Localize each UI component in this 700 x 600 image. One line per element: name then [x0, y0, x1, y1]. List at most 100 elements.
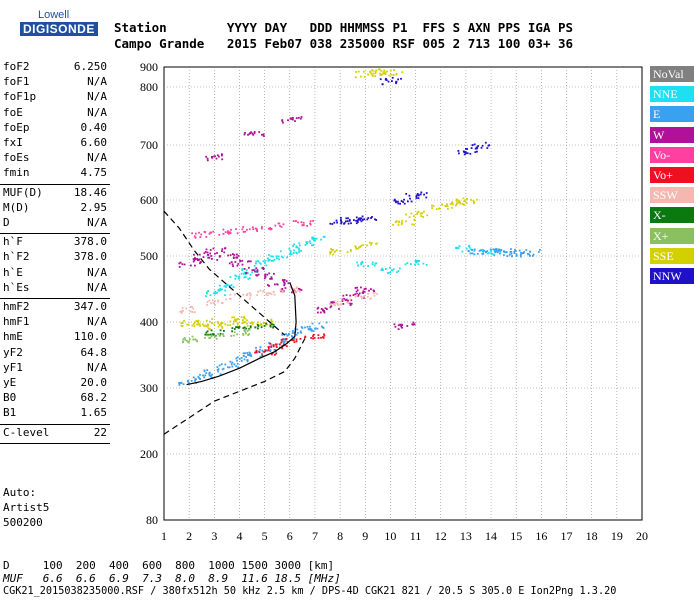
data-point — [510, 248, 512, 250]
data-point — [214, 155, 216, 158]
data-point — [401, 219, 403, 222]
data-point — [213, 336, 216, 339]
param-value: 4.75 — [80, 166, 108, 180]
data-point — [267, 284, 269, 286]
data-point — [273, 272, 275, 275]
data-point — [205, 236, 208, 238]
data-point — [194, 264, 196, 267]
data-point — [229, 254, 232, 256]
data-point — [295, 117, 298, 119]
data-point — [340, 216, 342, 219]
data-point — [300, 331, 302, 334]
data-point — [211, 318, 214, 320]
data-point — [194, 232, 197, 235]
data-point — [192, 307, 195, 310]
param-name: hmF2 — [3, 300, 30, 313]
chart-ticks: 1 2 3 4 5 6 7 8 9 10 11 12 13 14 15 16 17 18 19 20802003004… — [140, 60, 648, 543]
data-point — [381, 83, 384, 86]
data-point — [374, 218, 376, 221]
data-point — [354, 293, 357, 296]
data-point — [244, 132, 246, 134]
data-point — [431, 204, 433, 207]
data-point — [336, 303, 339, 305]
data-point — [334, 302, 337, 305]
data-point — [231, 365, 234, 368]
data-point — [312, 236, 315, 239]
data-point — [389, 69, 392, 72]
data-point — [392, 268, 395, 271]
data-point — [211, 156, 213, 159]
data-point — [320, 238, 322, 241]
data-point — [299, 338, 302, 340]
data-point — [262, 350, 265, 353]
data-point — [282, 256, 284, 259]
data-point — [210, 231, 212, 234]
data-point — [493, 248, 496, 251]
data-point — [515, 255, 518, 257]
data-point — [229, 276, 232, 278]
data-point — [199, 262, 201, 265]
data-point — [229, 360, 232, 363]
data-point — [463, 203, 465, 206]
data-point — [283, 279, 286, 281]
data-point — [199, 373, 201, 376]
data-point — [375, 219, 378, 221]
data-point — [188, 338, 191, 341]
data-point — [248, 133, 251, 135]
data-point — [403, 202, 406, 205]
data-point — [272, 325, 275, 328]
data-point — [297, 221, 299, 224]
data-point — [384, 78, 387, 81]
data-point — [208, 232, 211, 235]
data-point — [291, 335, 294, 338]
data-point — [511, 255, 513, 258]
data-point — [206, 325, 209, 328]
data-point — [484, 141, 487, 144]
data-point — [231, 316, 234, 319]
data-point — [486, 250, 489, 252]
data-point — [248, 292, 251, 294]
data-point — [193, 235, 196, 238]
data-point — [241, 319, 244, 321]
data-point — [417, 197, 420, 199]
data-point — [371, 75, 374, 77]
data-point — [192, 338, 195, 341]
data-point — [469, 248, 472, 251]
data-point — [216, 321, 219, 323]
data-point — [255, 349, 258, 352]
data-point — [295, 338, 298, 341]
param-row: h`Es N/A — [3, 281, 107, 296]
series-vo- — [191, 220, 314, 239]
data-point — [449, 203, 452, 205]
param-value: N/A — [87, 360, 107, 374]
data-point — [206, 330, 209, 333]
data-point — [394, 325, 397, 328]
data-point — [347, 222, 350, 225]
data-point — [289, 251, 292, 254]
data-point — [241, 268, 244, 270]
data-point — [368, 289, 370, 292]
data-point — [362, 292, 364, 294]
data-point — [366, 295, 369, 298]
data-point — [210, 329, 213, 332]
data-point — [330, 248, 332, 250]
data-point — [309, 325, 311, 328]
data-point — [334, 304, 336, 307]
chart-profiles — [163, 210, 306, 435]
data-point — [312, 239, 315, 242]
data-point — [214, 335, 216, 337]
data-point — [224, 289, 227, 292]
data-point — [199, 236, 202, 238]
data-point — [246, 325, 249, 327]
data-point — [237, 322, 239, 325]
data-point — [193, 321, 196, 324]
data-point — [209, 294, 212, 297]
data-point — [311, 244, 313, 247]
data-point — [309, 242, 312, 245]
data-point — [397, 224, 400, 226]
data-point — [370, 243, 372, 246]
data-point — [226, 284, 229, 286]
data-point — [346, 251, 349, 254]
data-point — [265, 322, 268, 325]
data-point — [272, 259, 274, 262]
